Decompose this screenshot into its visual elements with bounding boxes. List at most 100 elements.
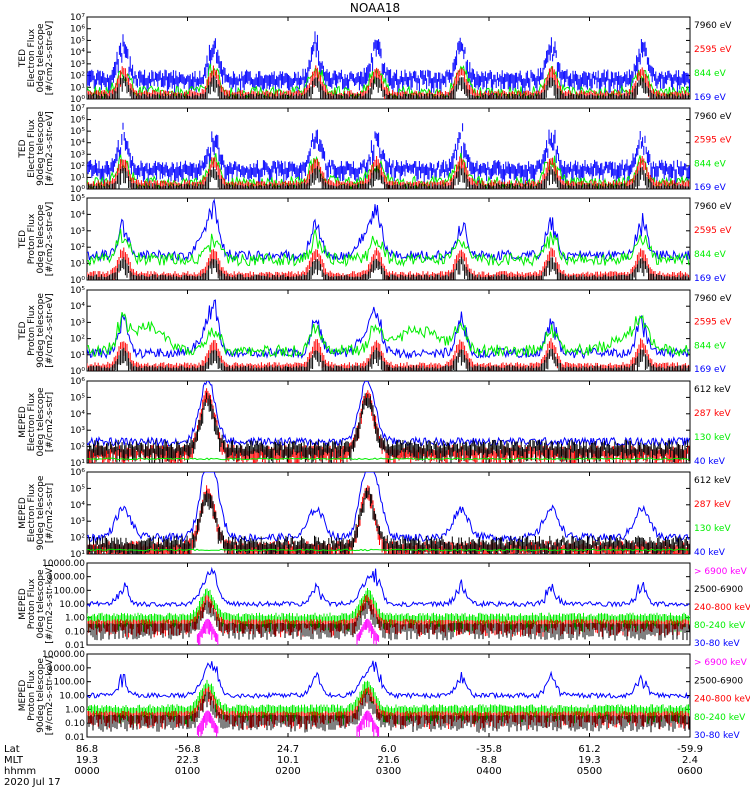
series-trace-green — [87, 228, 690, 268]
legend-entry: 2595 eV — [694, 318, 732, 328]
y-tick-label: 10⁵ — [70, 36, 85, 46]
y-tick-label: 1000.00 — [48, 573, 85, 583]
legend-entry: 7960 eV — [694, 202, 732, 212]
y-tick-label: 10⁵ — [70, 194, 85, 204]
y-tick-label: 10² — [70, 72, 85, 82]
legend-entry: 30-80 keV — [694, 639, 740, 649]
legend-entry: 130 keV — [694, 433, 731, 443]
y-tick-label: 10⁴ — [70, 210, 85, 220]
y-tick-label: 10³ — [70, 426, 85, 436]
y-tick-label: 10¹ — [70, 550, 85, 560]
series-trace-black — [87, 691, 690, 733]
series-trace-magenta — [196, 618, 380, 645]
x-tick-label-hhmm: 0100 — [174, 766, 201, 777]
panel-traces — [87, 198, 690, 280]
y-tick-label: 10⁶ — [70, 116, 85, 126]
y-tick-label: 10000.00 — [42, 650, 85, 660]
x-tick-label-hhmm: 0200 — [275, 766, 301, 777]
series-trace-green — [87, 548, 690, 552]
y-tick-label: 100.00 — [54, 586, 86, 596]
x-tick-label-mlt: 19.3 — [578, 755, 601, 766]
y-tick-label: 0.01 — [65, 641, 85, 651]
x-tick-label-hhmm: 0500 — [576, 766, 603, 777]
series-trace-green — [87, 457, 690, 461]
series-trace-green — [87, 312, 690, 358]
y-tick-label: 10³ — [70, 517, 85, 527]
y-tick-label: 10⁵ — [70, 484, 85, 494]
series-trace-black — [87, 392, 690, 463]
panel-traces — [87, 381, 690, 463]
x-tick-label-hhmm: 0000 — [74, 766, 100, 777]
series-trace-blue — [87, 122, 690, 185]
y-tick-label: 10⁴ — [70, 139, 85, 149]
y-tick-label: 10⁷ — [70, 104, 85, 114]
x-tick-label-mlt: 21.6 — [377, 755, 400, 766]
legend-entry: 240-800 keV — [694, 695, 750, 705]
y-tick-label: 1000.00 — [48, 664, 85, 674]
y-axis-label: MEPEDElectron Flux0deg telescope[#/cm2-s… — [18, 387, 55, 457]
y-tick-label: 10² — [70, 443, 85, 453]
x-tick-label-lat: 86.8 — [75, 744, 99, 755]
x-row-label-mlt: MLT — [4, 755, 23, 766]
panel-8: 0.01 0.10 1.00 10.00 100.00 1000.00 10000.00ME… — [18, 650, 750, 743]
x-tick-label-lat: 24.7 — [276, 744, 300, 755]
series-trace-blue — [87, 472, 690, 544]
panel-frame — [86, 289, 691, 372]
x-row-label-hhmm: hhmm — [4, 766, 37, 777]
y-tick-label: 100.00 — [54, 678, 86, 688]
x-tick-label-mlt: 2.4 — [682, 755, 698, 766]
y-tick-label: 1.00 — [65, 705, 85, 715]
y-tick-label: 10¹ — [70, 351, 85, 361]
y-tick-label: 10⁰ — [70, 95, 85, 105]
y-tick-label: 1.00 — [65, 614, 85, 624]
series-trace-blue — [87, 299, 690, 360]
legend-entry: > 6900 keV — [694, 658, 748, 668]
legend-entry: 7960 eV — [694, 294, 732, 304]
series-trace-blue — [87, 31, 690, 96]
legend-entry: 80-240 keV — [694, 621, 746, 631]
legend-entry: 612 keV — [694, 385, 731, 395]
y-tick-label: 10¹ — [70, 83, 85, 93]
y-tick-label: 10⁵ — [70, 393, 85, 403]
panel-traces — [87, 566, 690, 645]
x-tick-label-hhmm: 0400 — [476, 766, 502, 777]
y-tick-label: 10⁶ — [70, 377, 85, 387]
panel-traces — [87, 299, 690, 371]
panel-4: 10⁰ 10¹ 10² 10³ 10⁴ 10⁵ TEDProton Flux90deg te… — [18, 286, 732, 377]
series-trace-red — [87, 485, 690, 554]
legend-entry: 80-240 keV — [694, 713, 746, 723]
series-trace-blue — [87, 381, 690, 448]
y-tick-label: 10⁶ — [70, 25, 85, 35]
y-tick-label: 10² — [70, 162, 85, 172]
y-tick-label: 10³ — [70, 318, 85, 328]
series-trace-red — [87, 388, 690, 463]
legend-entry: 612 keV — [694, 476, 731, 486]
y-tick-label: 10¹ — [70, 173, 85, 183]
y-tick-label: 10⁴ — [70, 302, 85, 312]
legend-entry: 7960 eV — [694, 21, 732, 31]
y-tick-label: 0.10 — [65, 719, 85, 729]
legend-entry: 169 eV — [694, 274, 727, 284]
x-tick-label-mlt: 22.3 — [176, 755, 199, 766]
x-tick-label-lat: 61.2 — [578, 744, 601, 755]
y-tick-label: 10³ — [70, 150, 85, 160]
y-tick-label: 10² — [70, 335, 85, 345]
y-tick-label: 10⁷ — [70, 13, 85, 23]
y-tick-label: 10⁰ — [70, 367, 85, 377]
legend-entry: 2500-6900 — [694, 676, 743, 686]
y-axis-label: TEDProton Flux90deg telescope[#/cm2-s-st… — [18, 293, 55, 368]
legend-entry: 2595 eV — [694, 226, 732, 236]
y-tick-label: 10.00 — [59, 600, 85, 610]
y-tick-label: 10.00 — [59, 692, 85, 702]
y-tick-label: 10¹ — [70, 260, 85, 270]
y-tick-label: 0.01 — [65, 733, 85, 743]
y-axis-label: TEDElectron Flux90deg telescope[#/cm2-s-… — [18, 111, 55, 186]
y-axis-label: MEPEDProton Flux0deg telescope[#/cm2-s-s… — [18, 564, 55, 643]
legend-entry: 287 keV — [694, 409, 731, 419]
panel-traces — [87, 472, 690, 554]
x-tick-label-hhmm: 0600 — [677, 766, 703, 777]
y-axis-label: MEPEDElectron Flux90deg telescope[#/cm2-… — [18, 475, 55, 550]
